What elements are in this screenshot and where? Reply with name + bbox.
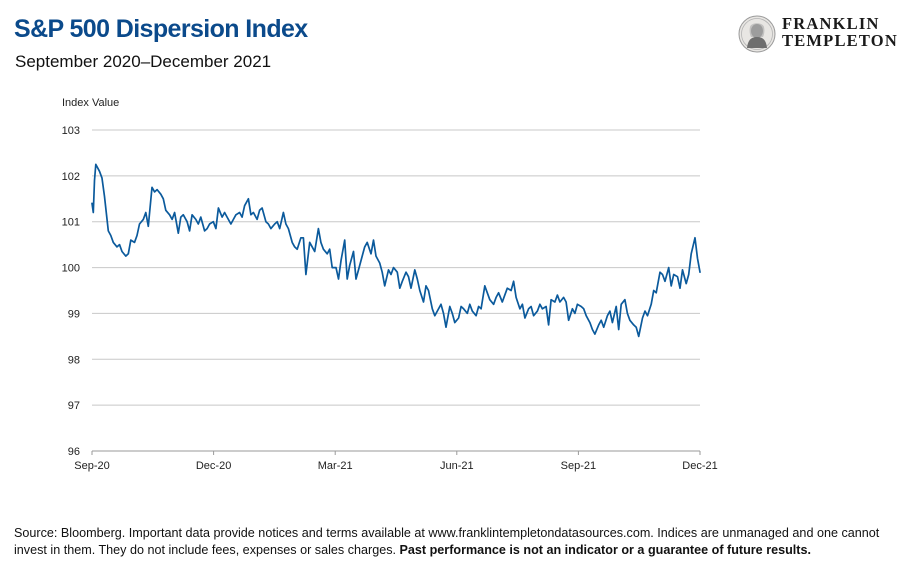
y-tick-label: 97 (68, 400, 80, 412)
dispersion-index-line (91, 163, 701, 338)
x-tick-label: Dec-20 (196, 460, 231, 472)
x-tick-label: Sep-20 (74, 460, 109, 472)
y-tick-label: 96 (68, 446, 80, 458)
franklin-templeton-logo: FRANKLIN TEMPLETON (738, 13, 908, 53)
y-tick-label: 98 (68, 354, 80, 366)
performance-disclaimer: Past performance is not an indicator or … (399, 543, 812, 557)
y-tick-label: 99 (68, 308, 80, 320)
x-tick-label: Jun-21 (440, 460, 474, 472)
x-tick-label: Dec-21 (682, 460, 717, 472)
chart-title: S&P 500 Dispersion Index (14, 15, 308, 43)
source-text: Source: Bloomberg. Important data provid… (14, 526, 880, 557)
source-note: Source: Bloomberg. Important data provid… (14, 525, 909, 559)
x-axis-ticks: Sep-20 Dec-20 Mar-21 Jun-21 Sep-21 Dec-21 (74, 451, 718, 472)
x-tick-label: Sep-21 (561, 460, 596, 472)
y-tick-label: 102 (62, 171, 80, 183)
franklin-portrait-seal-icon (738, 15, 776, 53)
y-tick-label: 101 (62, 217, 80, 229)
x-tick-label: Mar-21 (318, 460, 353, 472)
y-axis-ticks: 96 97 98 99 100 101 102 103 (62, 125, 80, 458)
y-axis-label: Index Value (62, 97, 119, 109)
logo-text-templeton: TEMPLETON (782, 31, 898, 50)
y-tick-label: 103 (62, 125, 80, 137)
logo-text-franklin: FRANKLIN (782, 14, 880, 33)
chart-subtitle: September 2020–December 2021 (15, 52, 272, 71)
y-tick-label: 100 (62, 263, 80, 275)
gridlines (92, 129, 700, 452)
